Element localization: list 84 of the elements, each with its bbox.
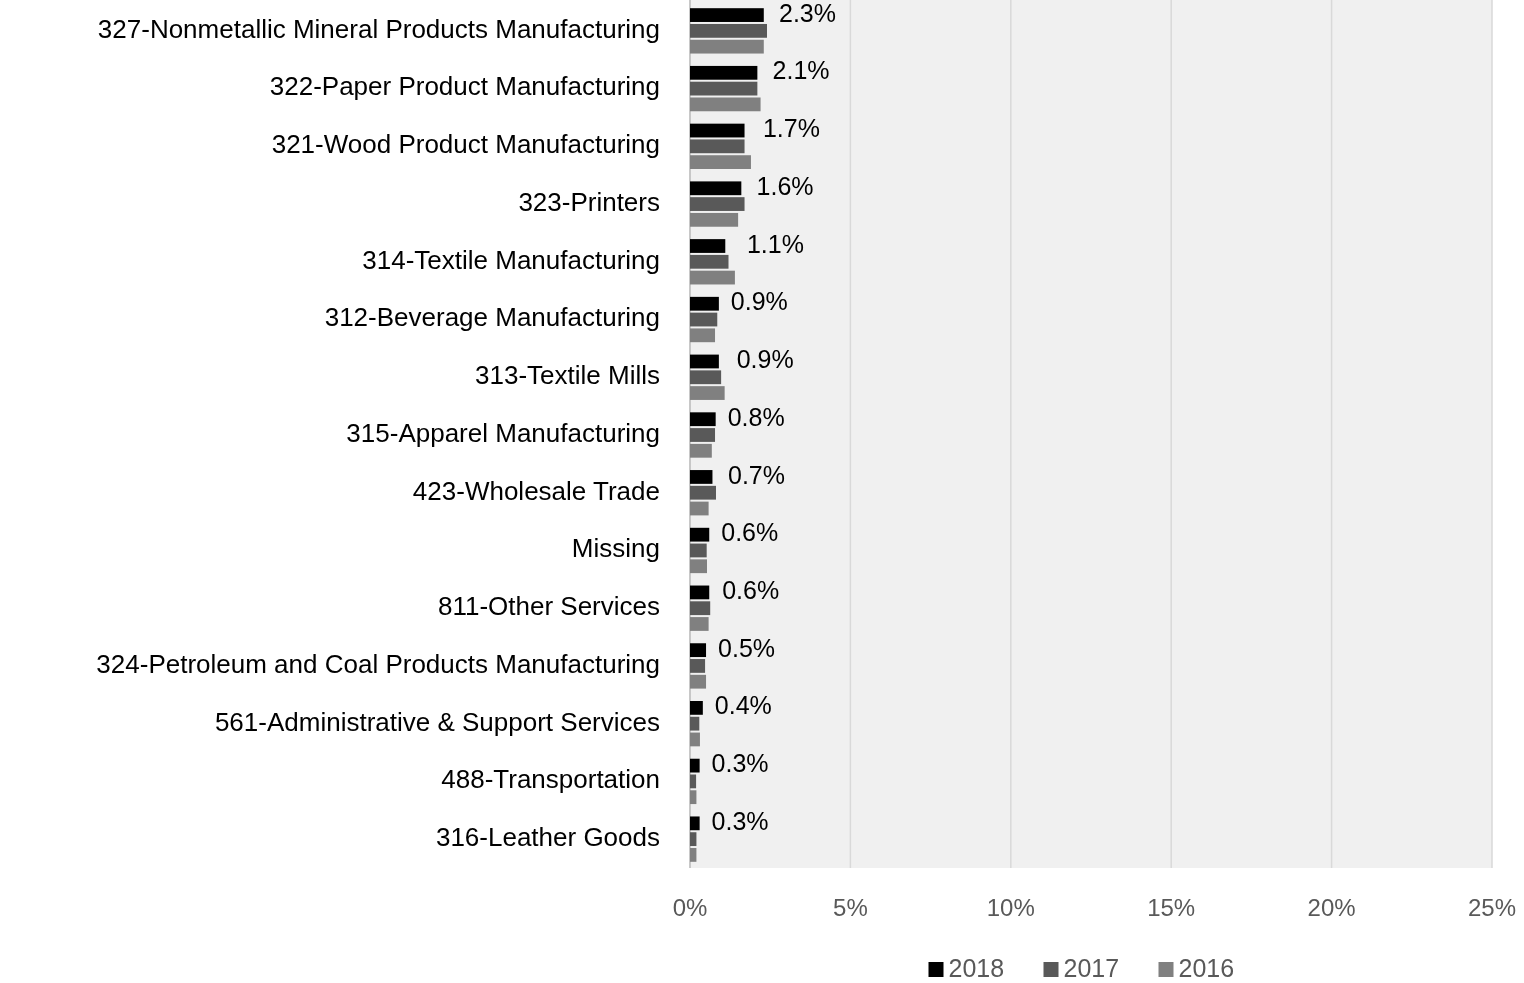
data-label: 2.3% <box>778 0 836 27</box>
y-tick-label: 327-Nonmetallic Mineral Products Manufacturing <box>97 13 660 44</box>
data-label: 1.6% <box>756 171 814 200</box>
bar <box>690 559 707 574</box>
bar <box>690 501 709 516</box>
data-label: 1.1% <box>746 229 804 258</box>
bar <box>690 543 707 558</box>
y-tick-label: 324-Petroleum and Coal Products Manufacturing <box>96 648 660 679</box>
y-tick-label: Missing <box>571 533 660 564</box>
bar <box>690 848 697 862</box>
x-tick-label: 10% <box>986 894 1035 922</box>
data-label: 0.9% <box>730 287 788 316</box>
y-tick-label: 312-Beverage Manufacturing <box>324 302 660 333</box>
bar <box>690 585 710 600</box>
x-tick-label: 25% <box>1467 894 1517 922</box>
bar <box>690 774 697 789</box>
bar <box>690 470 713 484</box>
bar <box>690 485 716 500</box>
legend-label: 2018 <box>948 953 1005 982</box>
bar <box>690 254 729 269</box>
data-label: 0.7% <box>727 460 785 489</box>
bar <box>690 123 745 138</box>
x-tick-label: 5% <box>833 894 868 922</box>
y-tick-label: 313-Textile Mills <box>475 360 660 391</box>
bar <box>690 155 751 169</box>
bar <box>690 8 764 22</box>
bar <box>690 758 700 773</box>
bar <box>690 732 700 747</box>
bar <box>690 296 719 311</box>
bar <box>690 239 726 253</box>
x-tick-label: 15% <box>1147 894 1196 922</box>
bar <box>690 674 707 689</box>
bar <box>690 790 697 805</box>
x-tick-label: 20% <box>1307 894 1356 922</box>
bar <box>690 212 739 227</box>
bar <box>690 39 764 54</box>
bar <box>690 65 758 80</box>
bar <box>690 354 719 369</box>
y-tick-label: 314-Textile Manufacturing <box>362 244 660 275</box>
data-label: 0.4% <box>714 691 772 720</box>
bar <box>690 197 745 211</box>
bar <box>690 328 716 343</box>
bar <box>690 312 718 327</box>
bar <box>690 428 716 442</box>
y-tick-label: 423-Wholesale Trade <box>412 475 660 506</box>
x-tick-label: 0% <box>672 894 708 922</box>
data-label: 0.3% <box>711 749 769 778</box>
bar <box>690 617 709 631</box>
y-tick-label: 315-Apparel Manufacturing <box>346 417 660 448</box>
y-tick-label: 561-Administrative & Support Services <box>214 706 660 737</box>
bar <box>690 181 742 196</box>
bar <box>690 601 711 616</box>
bar <box>690 832 697 847</box>
bar <box>690 386 725 400</box>
data-label: 1.7% <box>762 114 820 143</box>
bar <box>690 716 700 731</box>
bar <box>690 816 700 831</box>
legend-label: 2017 <box>1063 953 1120 982</box>
y-tick-label: 316-Leather Goods <box>435 822 660 853</box>
y-tick-label: 322-Paper Product Manufacturing <box>269 71 660 102</box>
legend-label: 2016 <box>1178 953 1235 982</box>
bar <box>690 270 735 285</box>
bar <box>690 643 707 658</box>
y-tick-label: 323-Printers <box>518 186 660 217</box>
bar <box>690 701 703 715</box>
data-label: 0.8% <box>727 402 785 431</box>
data-label: 2.1% <box>772 56 830 85</box>
data-label: 0.3% <box>711 806 769 835</box>
data-label: 0.6% <box>722 576 780 605</box>
y-tick-label: 811-Other Services <box>437 591 660 622</box>
bar <box>690 659 706 673</box>
y-tick-label: 321-Wood Product Manufacturing <box>271 129 660 160</box>
bar <box>690 23 767 38</box>
data-label: 0.6% <box>721 518 779 547</box>
bar <box>690 527 710 542</box>
bar <box>690 412 716 427</box>
data-label: 0.9% <box>736 345 794 374</box>
bar <box>690 443 712 458</box>
bar <box>690 97 761 112</box>
y-tick-label: 488-Transportation <box>441 764 660 795</box>
bar <box>690 81 758 96</box>
bar <box>690 370 722 385</box>
bar <box>690 139 745 154</box>
data-label: 0.5% <box>718 633 776 662</box>
